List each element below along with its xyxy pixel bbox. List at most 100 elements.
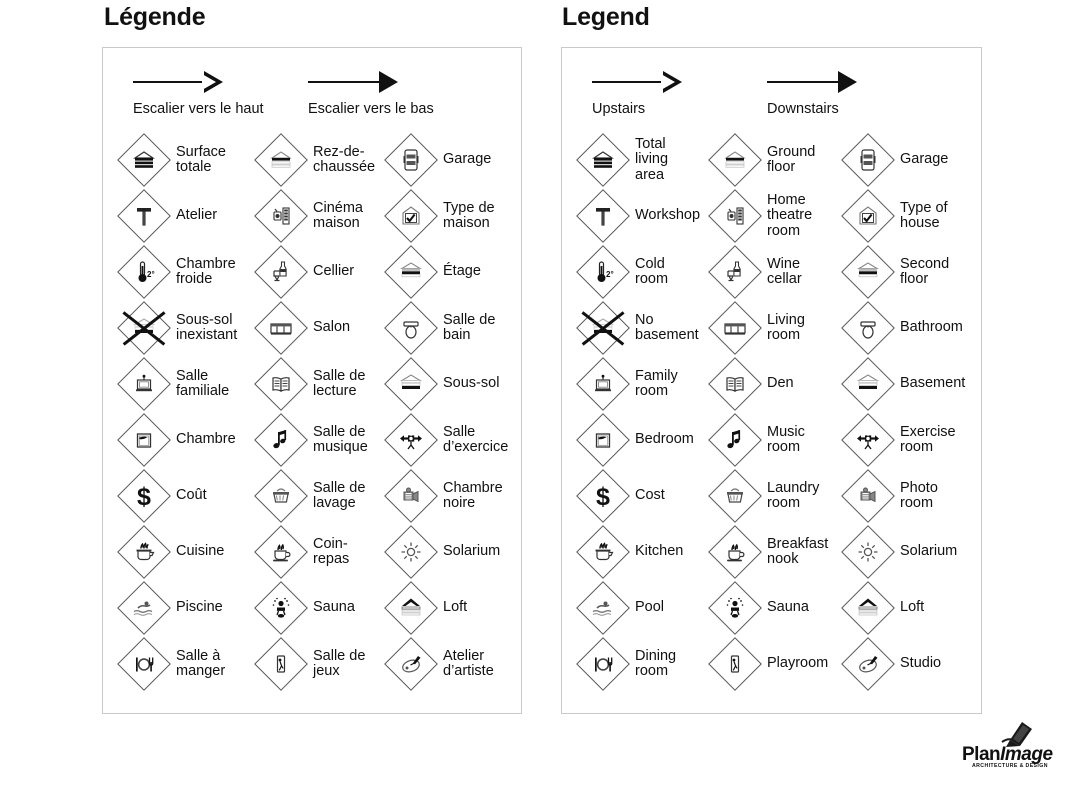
logo-wordmark: PlanImage (962, 744, 1053, 766)
legend-item-label: Salle de lavage (313, 479, 366, 511)
svg-text:$: $ (596, 483, 610, 511)
legend-item: Bathroom (841, 300, 963, 356)
legend-item-label: Second floor (900, 255, 950, 287)
legend-item-label: Total living area (635, 135, 669, 183)
icon-glyph (258, 585, 304, 631)
icon-glyph (845, 249, 891, 295)
legend-item: Atelier d’artiste (384, 636, 494, 692)
legend-item: Ground floor (708, 132, 816, 188)
legend-row: Kitchen Breakfast nook Solarium (562, 524, 981, 580)
arrow-shaft (767, 81, 839, 83)
legend-item-label: Type of house (900, 199, 948, 231)
legend-item-label: Ground floor (767, 143, 816, 175)
legend-row: 2° Chambre froide Cellier Étage (103, 244, 521, 300)
legend-item: Sous-sol (384, 356, 500, 412)
legend-item: Rez-de- chaussée (254, 132, 375, 188)
legend-item: 2° Chambre froide (117, 244, 236, 300)
legend-item-label: Surface totale (176, 143, 226, 175)
legend-item: Piscine (117, 580, 223, 636)
legend-item-label: Étage (443, 263, 481, 280)
stairs-row-en: Upstairs Downstairs (562, 68, 981, 130)
legend-item: Loft (384, 580, 467, 636)
legend-row: Salle familiale Salle de lecture Sous-sol (103, 356, 521, 412)
icon-glyph (258, 361, 304, 407)
logo-word-image: Image (1000, 744, 1053, 765)
thermometer-icon: 2° (117, 245, 171, 299)
legend-item: Second floor (841, 244, 950, 300)
legend-item: Den (708, 356, 794, 412)
legend-item-label: Sous-sol (443, 375, 500, 392)
legend-item: Chambre noire (384, 468, 503, 524)
legend-item-label: Den (767, 375, 794, 392)
legend-row: $ Cost Laundry room Photo room (562, 468, 981, 524)
coffee-cup-icon (708, 525, 762, 579)
icon-glyph (388, 193, 434, 239)
legend-item: Sauna (254, 580, 355, 636)
icon-glyph (121, 137, 167, 183)
garage-icon (384, 133, 438, 187)
page-title-en: Legend (562, 3, 650, 31)
hammer-icon (117, 189, 171, 243)
playroom-icon (254, 637, 308, 691)
legend-row: Atelier Cinéma maison Type de maison (103, 188, 521, 244)
legend-item-label: Type de maison (443, 199, 495, 231)
icon-glyph (121, 585, 167, 631)
legend-item-label: Salle familiale (176, 367, 230, 399)
icon-glyph (388, 137, 434, 183)
filled-arrow-icon (767, 68, 857, 96)
legend-item: Playroom (708, 636, 828, 692)
icon-glyph (845, 417, 891, 463)
kitchen-pot-icon (576, 525, 630, 579)
stairs-legend-up: Escalier vers le haut (133, 68, 264, 117)
icon-glyph (258, 193, 304, 239)
icon-glyph (258, 249, 304, 295)
legend-item: Garage (841, 132, 948, 188)
legend-item-label: Sauna (313, 599, 355, 616)
photo-room-icon (384, 469, 438, 523)
icon-glyph (845, 641, 891, 687)
dumbbell-icon (384, 413, 438, 467)
legend-item-label: Home theatre room (767, 191, 813, 239)
legend-panel-fr: Escalier vers le haut Escalier vers le ba… (102, 47, 522, 714)
legend-item: Cellier (254, 244, 354, 300)
dollar-icon: $ (117, 469, 171, 523)
legend-item: Exercise room (841, 412, 956, 468)
book-icon (708, 357, 762, 411)
legend-item-label: Piscine (176, 599, 223, 616)
legend-item: Photo room (841, 468, 938, 524)
icon-glyph (121, 193, 167, 239)
legend-item-label: Salle de jeux (313, 647, 366, 679)
legend-row: Bedroom Music room Exercise room (562, 412, 981, 468)
filled-arrow-icon (308, 68, 434, 96)
legend-row: No basement Living room Bathroom (562, 300, 981, 356)
legend-item-label: Workshop (635, 207, 701, 224)
legend-item-label: Basement (900, 375, 966, 392)
arrow-head (838, 71, 857, 93)
legend-item-label: Salle à manger (176, 647, 226, 679)
legend-item: Breakfast nook (708, 524, 828, 580)
music-note-icon (708, 413, 762, 467)
wine-cellar-icon (708, 245, 762, 299)
legend-item: Salle d’exercice (384, 412, 508, 468)
pool-icon (576, 581, 630, 635)
icon-glyph (388, 249, 434, 295)
icon-grid-en: Total living area Ground floor Garage Works… (562, 132, 981, 692)
legend-item-label: Studio (900, 655, 942, 672)
legend-item: Salle de bain (384, 300, 495, 356)
hollow-arrow-icon (592, 68, 682, 96)
icon-glyph (388, 305, 434, 351)
family-room-icon (576, 357, 630, 411)
legend-item: Cuisine (117, 524, 224, 580)
no-basement-icon (117, 301, 171, 355)
pool-icon (117, 581, 171, 635)
legend-item-label: Laundry room (767, 479, 820, 511)
icon-glyph (121, 641, 167, 687)
dumbbell-icon (841, 413, 895, 467)
legend-item: Salle de lecture (254, 356, 365, 412)
loft-icon (841, 581, 895, 635)
arrow-head (202, 71, 223, 93)
legend-row: Workshop Home theatre room Type of house (562, 188, 981, 244)
dollar-icon: $ (576, 469, 630, 523)
legend-row: Cuisine Coin- repas Solarium (103, 524, 521, 580)
basement-icon (384, 357, 438, 411)
